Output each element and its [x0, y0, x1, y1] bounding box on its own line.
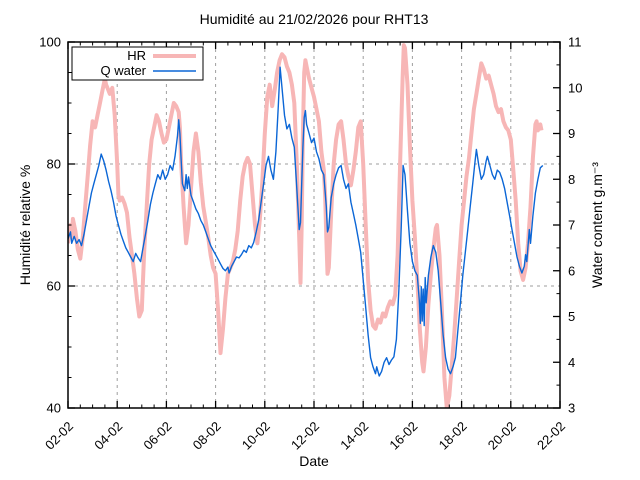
y-left-tick-label: 80 [47, 157, 61, 172]
x-tick-label: 04-02 [91, 419, 125, 453]
y-right-tick-label: 10 [568, 80, 582, 95]
legend-box [71, 46, 204, 81]
y-left-axis-label: Humidité relative % [17, 165, 33, 286]
y-right-tick-label: 7 [568, 218, 575, 233]
chart-title: Humidité au 21/02/2026 pour RHT13 [200, 11, 429, 27]
x-tick-label: 06-02 [140, 419, 174, 453]
x-tick-label: 18-02 [436, 419, 470, 453]
x-tick-label: 10-02 [239, 419, 273, 453]
x-tick-label: 12-02 [288, 419, 322, 453]
y-right-axis-label: Water content g.m⁻³ [589, 162, 605, 288]
x-tick-label: 20-02 [485, 419, 519, 453]
legend-label-hr: HR [127, 48, 146, 63]
legend: HR Q water [71, 46, 204, 81]
y-left-tick-label: 40 [47, 401, 61, 416]
x-tick-label: 22-02 [534, 419, 568, 453]
y-right-tick-label: 8 [568, 172, 575, 187]
x-tick-label: 08-02 [190, 419, 224, 453]
x-tick-label: 14-02 [337, 419, 371, 453]
y-right-tick-label: 11 [568, 35, 582, 50]
axis-tick-labels: 02-02 04-02 06-02 08-02 10-02 12-02 14-02 16-02… [39, 35, 582, 453]
y-left-tick-label: 100 [39, 35, 61, 50]
y-right-tick-label: 9 [568, 126, 575, 141]
series-q-water [68, 66, 544, 377]
y-right-tick-label: 4 [568, 355, 575, 370]
legend-label-qwater: Q water [100, 63, 146, 78]
y-right-tick-label: 3 [568, 401, 575, 416]
y-right-tick-label: 5 [568, 309, 575, 324]
series-lines [68, 43, 544, 408]
x-tick-label: 16-02 [386, 419, 420, 453]
y-left-tick-label: 60 [47, 279, 61, 294]
axis-ticks [67, 41, 561, 409]
x-tick-label: 02-02 [42, 419, 76, 453]
series-hr [68, 43, 544, 408]
x-axis-label: Date [299, 453, 329, 469]
y-right-tick-label: 6 [568, 263, 575, 278]
